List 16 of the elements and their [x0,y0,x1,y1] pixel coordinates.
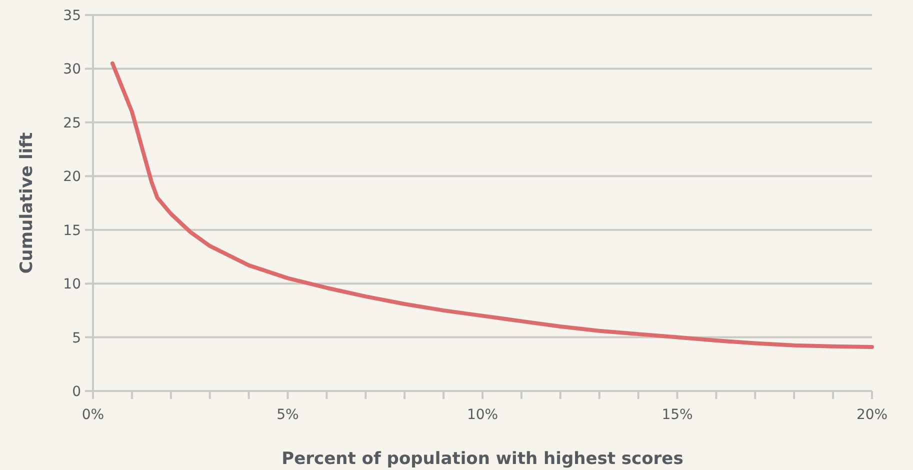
x-tick-label: 0% [82,407,104,423]
y-tick-label: 0 [72,384,81,400]
y-tick-label: 5 [72,330,81,346]
y-axis-title: Cumulative lift [17,132,37,274]
x-axis-title: Percent of population with highest scores [282,449,684,469]
line-series [110,61,874,349]
y-tick-label: 20 [63,169,81,186]
y-tick-label: 25 [63,115,81,132]
y-tick-label: 35 [63,8,81,24]
y-tick-label: 15 [63,222,81,239]
x-tick-label: 10% [466,407,498,423]
y-tick-label: 30 [63,62,81,78]
x-tick-label: 20% [856,407,888,423]
x-tick-label: 15% [662,407,693,423]
y-tick-label: 10 [63,276,81,293]
x-tick-label: 5% [276,407,299,423]
